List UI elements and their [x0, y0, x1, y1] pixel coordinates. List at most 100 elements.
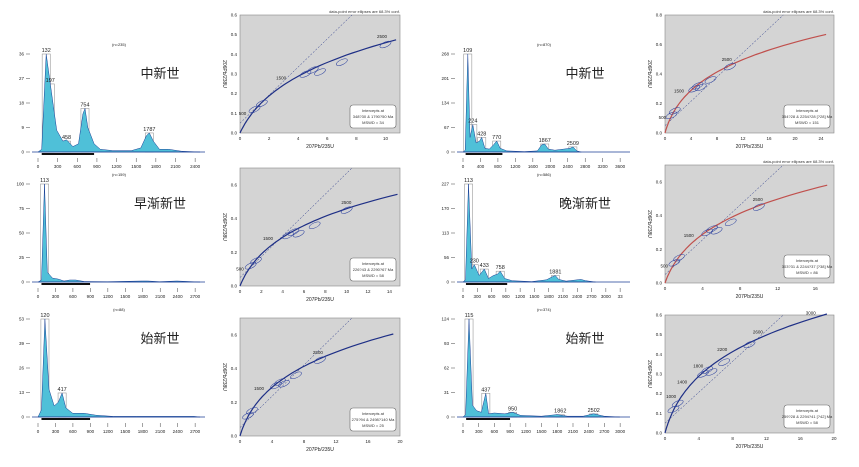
- peak-label: 113: [464, 178, 473, 184]
- data-rug: [41, 283, 91, 285]
- y-tick-label: 18: [19, 101, 25, 106]
- y-tick-label: 0.3: [656, 372, 663, 377]
- peak-label: 770: [492, 135, 501, 141]
- error-ellipse: [753, 203, 765, 211]
- peak-label: 197: [46, 78, 55, 84]
- peak-label: 433: [480, 263, 489, 269]
- error-ellipse: [668, 107, 681, 115]
- x-tick-label: 0: [664, 136, 667, 141]
- x-tick-label: 12: [764, 436, 770, 441]
- x-tick-label: 300: [475, 429, 483, 434]
- y-tick-label: 170: [441, 206, 449, 211]
- error-ellipse: [270, 381, 282, 390]
- intercept-text: Intercepts at: [796, 108, 819, 113]
- y-tick-label: 26: [19, 366, 25, 371]
- peak-label: 115: [465, 313, 474, 319]
- x-tick-label: 20: [792, 136, 798, 141]
- sample-count: (n=159): [112, 172, 127, 177]
- x-tick-label: 800: [494, 164, 502, 169]
- error-ellipse: [379, 40, 392, 49]
- x-tick-label: 2100: [155, 429, 166, 434]
- y-tick-label: 0.0: [656, 431, 663, 436]
- error-ellipse: [743, 340, 756, 349]
- age-label: 1500: [254, 386, 265, 391]
- x-tick-label: 2400: [563, 164, 574, 169]
- age-label: 1500: [263, 236, 274, 241]
- age-label: 2500: [722, 57, 733, 62]
- concordia-plot-5: data-point error ellipses are 68.3% conf…: [646, 159, 835, 300]
- y-axis-label: 206Pb/238U: [221, 213, 227, 241]
- x-tick-label: 12: [365, 289, 371, 294]
- age-label: 2500: [341, 200, 352, 205]
- y-tick-label: 227: [441, 182, 449, 187]
- y-tick-label: 100: [16, 182, 24, 187]
- chart-title: 中新世: [565, 66, 604, 82]
- age-label: 2500: [377, 34, 388, 39]
- y-tick-label: 0.4: [656, 213, 663, 218]
- x-tick-label: 0: [462, 164, 465, 169]
- x-tick-label: 0: [664, 436, 667, 441]
- peak-label: 758: [496, 265, 505, 271]
- discordia-line: [664, 164, 784, 275]
- y-axis-label: 206Pb/238U: [646, 360, 652, 388]
- kde-curve: [462, 53, 582, 153]
- x-tick-label: 1500: [131, 164, 142, 169]
- peak-label: 1881: [549, 270, 561, 276]
- data-rug: [465, 153, 503, 155]
- intercept-text: MSWD = 151: [795, 120, 820, 125]
- ellipse-note: data-point error ellipses are 68.3% conf…: [763, 9, 834, 14]
- kde-curve: [37, 53, 201, 153]
- intercept-text: Intercepts at: [796, 258, 819, 263]
- intercept-text: Intercepts at: [362, 261, 385, 266]
- y-tick-label: 113: [442, 231, 450, 236]
- peak-label: 417: [58, 387, 67, 393]
- age-label: 2500: [753, 197, 764, 202]
- y-tick-label: 27: [19, 76, 25, 81]
- x-tick-label: 14: [387, 289, 393, 294]
- intercept-text: 303?31 & 2244?37 [?38] Ma: [782, 264, 833, 269]
- y-axis-label: 206Pb/238U: [221, 60, 227, 88]
- peak-label: 224: [468, 119, 477, 125]
- x-tick-label: 16: [766, 136, 772, 141]
- x-tick-label: 3000: [615, 429, 626, 434]
- age-label: 500: [239, 111, 247, 116]
- error-ellipse: [274, 378, 286, 386]
- x-tick-label: 1800: [138, 294, 149, 299]
- concordia-plot-3: 1500 2500 0 4 8 12 16 20 0.0 0.2 0.4 0.6 207Pb/235U 2…: [221, 317, 403, 453]
- discordia-line: [239, 167, 353, 278]
- kde-curve: [462, 183, 596, 283]
- x-tick-label: 600: [488, 294, 496, 299]
- y-tick-label: 75: [19, 206, 25, 211]
- peak-label: 754: [80, 102, 89, 108]
- peak-label: 113: [40, 178, 49, 184]
- age-label: 500: [659, 115, 667, 120]
- kde-histogram-6: (n=374) 始新世 115 437 950 1862 2502 0 31 62 93 124 0 30…: [441, 307, 630, 434]
- y-tick-label: 201: [441, 76, 449, 81]
- concordia-curve: [664, 33, 827, 134]
- concordia-curve: [664, 313, 828, 434]
- y-tick-label: 0.5: [656, 332, 663, 337]
- x-tick-label: 1500: [120, 294, 131, 299]
- error-ellipse: [673, 254, 685, 262]
- y-tick-label: 0.2: [231, 400, 238, 405]
- x-axis-label: 207Pb/235U: [306, 297, 334, 303]
- x-tick-label: 20: [831, 436, 837, 441]
- data-rug: [466, 418, 511, 420]
- concordia-plot-2: 500 1500 2500 0 2 4 6 8 10 12 14 0.0 0.2 0.4 0.6 207Pb/…: [221, 167, 401, 303]
- error-ellipse: [314, 68, 326, 76]
- y-tick-label: 0.6: [231, 182, 238, 187]
- x-tick-label: 0: [239, 439, 242, 444]
- x-tick-label: 2400: [572, 294, 583, 299]
- intercept-text: Intercepts at: [796, 408, 819, 413]
- x-tick-label: 3000: [601, 294, 612, 299]
- kde-curve: [37, 183, 201, 283]
- age-label: 500: [660, 263, 668, 268]
- x-tick-label: 16: [813, 286, 819, 291]
- x-tick-label: 1800: [552, 429, 563, 434]
- x-tick-label: 0: [664, 286, 667, 291]
- x-tick-label: 20: [397, 439, 403, 444]
- x-tick-label: 8: [324, 289, 327, 294]
- y-tick-label: 0.1: [231, 111, 238, 116]
- age-label: 1500: [684, 233, 695, 238]
- age-label: 2200: [717, 347, 728, 352]
